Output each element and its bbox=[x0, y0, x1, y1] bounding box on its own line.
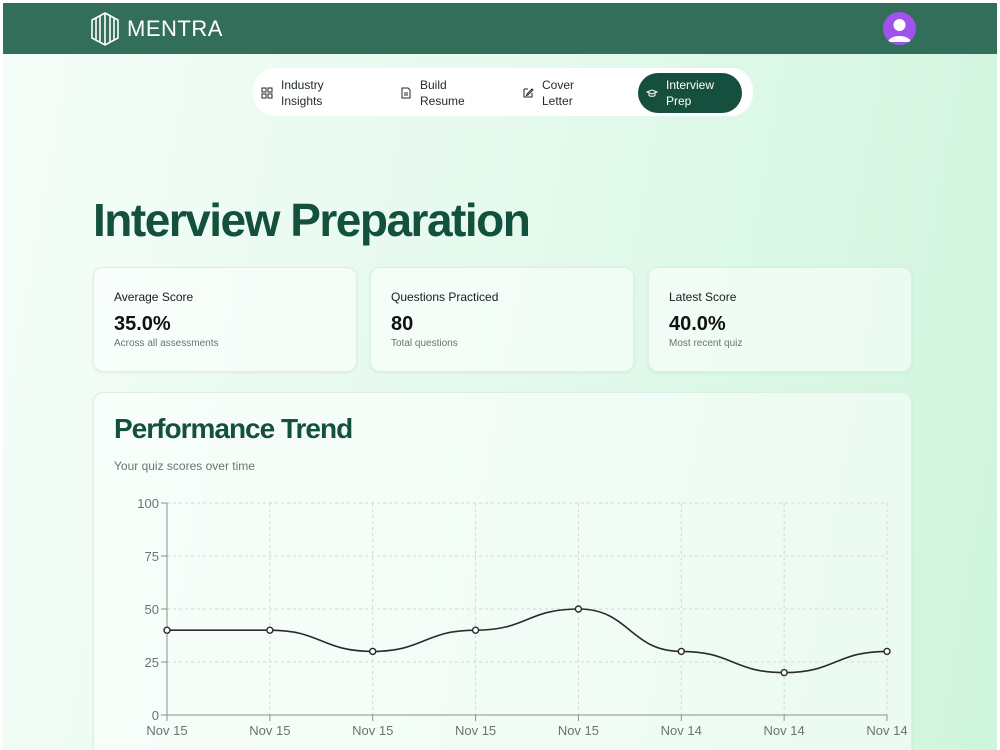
nav-label: Industry Insights bbox=[281, 78, 324, 108]
edit-icon bbox=[523, 88, 534, 98]
nav-item-interview-prep[interactable]: Interview Prep bbox=[638, 73, 742, 113]
nav-item-build-resume[interactable]: Build Resume bbox=[400, 73, 480, 113]
stat-value: 35.0% bbox=[114, 313, 171, 335]
app-frame: MENTRA Industry Insights Bui bbox=[3, 3, 997, 750]
stat-value: 40.0% bbox=[669, 313, 726, 335]
stat-card-average-score: Average Score 35.0% Across all assessmen… bbox=[93, 267, 357, 372]
stat-subtext: Total questions bbox=[391, 338, 458, 349]
user-icon bbox=[888, 19, 911, 42]
avatar[interactable] bbox=[883, 12, 916, 45]
performance-trend-card: Performance Trend Your quiz scores over … bbox=[93, 392, 912, 750]
nav-label: Build Resume bbox=[420, 78, 465, 108]
app-name: MENTRA bbox=[127, 16, 223, 41]
document-icon bbox=[401, 87, 411, 99]
graduation-cap-icon bbox=[646, 89, 658, 97]
stat-label: Latest Score bbox=[669, 290, 737, 304]
grid-icon bbox=[261, 87, 273, 99]
chart-title: Performance Trend bbox=[114, 413, 353, 444]
nav-item-cover-letter[interactable]: Cover Letter bbox=[522, 73, 602, 113]
top-bar: MENTRA bbox=[3, 3, 997, 54]
stat-label: Questions Practiced bbox=[391, 290, 499, 304]
stat-label: Average Score bbox=[114, 290, 194, 304]
chart-subtitle: Your quiz scores over time bbox=[114, 459, 255, 473]
stat-value: 80 bbox=[391, 313, 414, 335]
stat-subtext: Across all assessments bbox=[114, 338, 219, 349]
page-title: Interview Preparation bbox=[93, 194, 531, 246]
nav-label: Interview Prep bbox=[666, 78, 715, 108]
main-nav: Industry Insights Build Resume Cover Let… bbox=[253, 68, 753, 116]
nav-item-industry-insights[interactable]: Industry Insights bbox=[261, 73, 341, 113]
nav-label: Cover Letter bbox=[542, 78, 575, 108]
stat-subtext: Most recent quiz bbox=[669, 338, 743, 349]
logo[interactable]: MENTRA bbox=[91, 12, 223, 46]
stat-card-questions-practiced: Questions Practiced 80 Total questions bbox=[370, 267, 634, 372]
stat-card-latest-score: Latest Score 40.0% Most recent quiz bbox=[648, 267, 912, 372]
logo-icon bbox=[91, 12, 119, 46]
